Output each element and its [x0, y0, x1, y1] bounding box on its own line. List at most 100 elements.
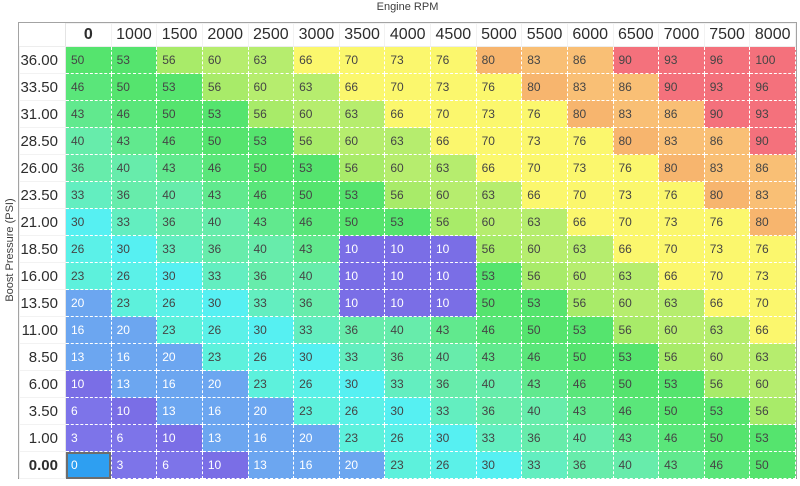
map-cell[interactable]: 30 — [475, 451, 523, 479]
map-cell[interactable]: 10 — [430, 235, 477, 263]
map-cell[interactable]: 56 — [338, 154, 386, 182]
map-cell[interactable]: 33 — [201, 262, 249, 290]
map-cell[interactable]: 70 — [475, 127, 523, 155]
map-cell[interactable]: 23 — [338, 424, 386, 452]
map-cell[interactable]: 86 — [703, 127, 751, 155]
map-cell[interactable]: 43 — [247, 208, 295, 236]
map-cell[interactable]: 63 — [612, 262, 660, 290]
map-cell[interactable]: 66 — [384, 100, 431, 128]
map-cell[interactable]: 60 — [475, 208, 523, 236]
map-cell[interactable]: 60 — [566, 262, 614, 290]
map-cell[interactable]: 36 — [110, 181, 158, 209]
map-cell[interactable]: 76 — [749, 235, 796, 263]
map-cell[interactable]: 43 — [201, 181, 249, 209]
map-cell[interactable]: 26 — [65, 235, 112, 263]
map-cell[interactable]: 30 — [156, 262, 203, 290]
col-header-3500[interactable]: 3500 — [338, 23, 386, 47]
map-cell[interactable]: 50 — [521, 316, 568, 344]
map-cell[interactable]: 80 — [566, 100, 614, 128]
map-cell[interactable]: 10 — [201, 451, 249, 479]
map-cell[interactable]: 93 — [658, 46, 705, 74]
map-cell[interactable]: 83 — [566, 73, 614, 101]
map-cell[interactable]: 50 — [293, 181, 340, 209]
row-header-28.50[interactable]: 28.50 — [19, 127, 66, 155]
map-cell[interactable]: 6 — [65, 397, 112, 425]
map-cell[interactable]: 80 — [703, 181, 751, 209]
col-header-2000[interactable]: 2000 — [201, 23, 249, 47]
map-cell[interactable]: 30 — [110, 235, 158, 263]
row-header-26.00[interactable]: 26.00 — [19, 154, 66, 182]
map-cell[interactable]: 30 — [384, 397, 431, 425]
map-cell[interactable]: 40 — [293, 262, 340, 290]
map-cell[interactable]: 36 — [156, 208, 203, 236]
map-cell[interactable]: 43 — [293, 235, 340, 263]
map-cell[interactable]: 10 — [384, 289, 431, 317]
map-cell[interactable]: 50 — [65, 46, 112, 74]
map-cell[interactable]: 60 — [338, 127, 386, 155]
map-cell[interactable]: 10 — [338, 289, 386, 317]
map-cell[interactable]: 43 — [110, 127, 158, 155]
map-cell[interactable]: 23 — [201, 343, 249, 371]
map-cell[interactable]: 26 — [293, 370, 340, 398]
map-cell[interactable]: 80 — [749, 208, 796, 236]
map-cell[interactable]: 33 — [293, 316, 340, 344]
map-cell[interactable]: 43 — [658, 451, 705, 479]
map-cell[interactable]: 66 — [749, 316, 796, 344]
map-cell[interactable]: 20 — [201, 370, 249, 398]
map-cell[interactable]: 40 — [156, 181, 203, 209]
map-cell[interactable]: 56 — [430, 208, 477, 236]
map-cell[interactable]: 73 — [475, 100, 523, 128]
map-cell[interactable]: 70 — [338, 46, 386, 74]
map-cell[interactable]: 30 — [201, 289, 249, 317]
map-cell[interactable]: 60 — [703, 343, 751, 371]
map-cell[interactable]: 56 — [201, 73, 249, 101]
map-cell[interactable]: 26 — [384, 424, 431, 452]
map-cell[interactable]: 53 — [201, 100, 249, 128]
map-cell[interactable]: 66 — [703, 289, 751, 317]
map-cell[interactable]: 56 — [612, 316, 660, 344]
map-cell[interactable]: 90 — [703, 100, 751, 128]
map-cell[interactable]: 43 — [566, 397, 614, 425]
map-cell[interactable]: 76 — [430, 46, 477, 74]
map-cell[interactable]: 60 — [293, 100, 340, 128]
col-header-7500[interactable]: 7500 — [703, 23, 751, 47]
map-cell[interactable]: 50 — [338, 208, 386, 236]
map-cell[interactable]: 83 — [521, 46, 568, 74]
map-cell[interactable]: 23 — [110, 289, 158, 317]
map-cell[interactable]: 50 — [658, 397, 705, 425]
map-cell[interactable]: 10 — [384, 262, 431, 290]
map-cell[interactable]: 33 — [247, 289, 295, 317]
map-cell[interactable]: 36 — [293, 289, 340, 317]
map-cell[interactable]: 43 — [612, 424, 660, 452]
map-cell[interactable]: 36 — [521, 424, 568, 452]
map-cell[interactable]: 46 — [247, 181, 295, 209]
map-cell[interactable]: 83 — [658, 127, 705, 155]
map-cell[interactable]: 46 — [156, 127, 203, 155]
map-cell[interactable]: 83 — [703, 154, 751, 182]
map-cell[interactable]: 33 — [384, 370, 431, 398]
map-cell[interactable]: 46 — [521, 343, 568, 371]
map-cell[interactable]: 60 — [384, 154, 431, 182]
map-cell[interactable]: 56 — [156, 46, 203, 74]
map-cell[interactable]: 53 — [521, 289, 568, 317]
map-cell[interactable]: 73 — [521, 127, 568, 155]
map-cell[interactable]: 70 — [703, 262, 751, 290]
map-cell[interactable]: 60 — [430, 181, 477, 209]
map-cell[interactable]: 46 — [110, 100, 158, 128]
map-cell[interactable]: 66 — [521, 181, 568, 209]
map-cell[interactable]: 46 — [566, 370, 614, 398]
map-cell[interactable]: 90 — [749, 127, 796, 155]
map-cell[interactable]: 40 — [247, 235, 295, 263]
map-cell[interactable]: 56 — [384, 181, 431, 209]
map-cell[interactable]: 60 — [749, 370, 796, 398]
map-cell[interactable]: 40 — [384, 316, 431, 344]
map-cell[interactable]: 16 — [65, 316, 112, 344]
map-cell[interactable]: 66 — [475, 154, 523, 182]
map-cell[interactable]: 86 — [612, 73, 660, 101]
map-cell[interactable]: 56 — [475, 235, 523, 263]
map-cell[interactable]: 63 — [338, 100, 386, 128]
map-cell[interactable]: 60 — [521, 235, 568, 263]
map-cell[interactable]: 26 — [247, 343, 295, 371]
row-header-6.00[interactable]: 6.00 — [19, 370, 66, 398]
row-header-8.50[interactable]: 8.50 — [19, 343, 66, 371]
